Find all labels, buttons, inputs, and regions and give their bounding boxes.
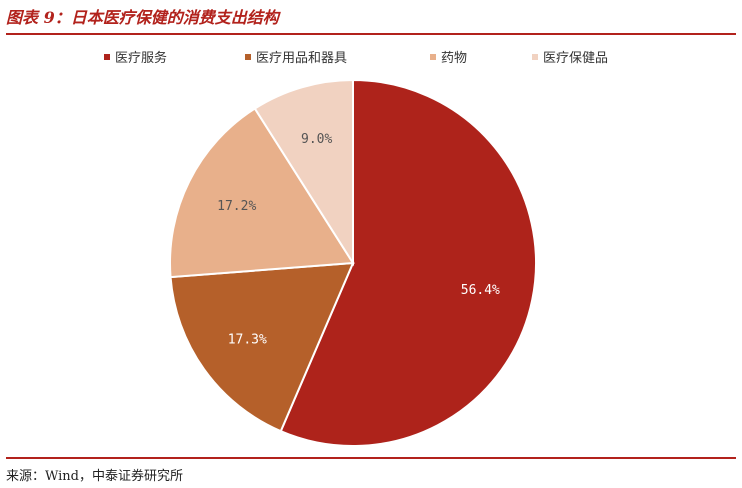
chart-title: 图表 9：日本医疗保健的消费支出结构	[6, 8, 279, 27]
legend-swatch	[532, 54, 538, 60]
legend-item-health-products: 医疗保健品	[532, 51, 608, 66]
data-label-medicines: 17.2%	[217, 199, 256, 214]
pie-slice-health-products	[253, 78, 354, 267]
legend-item-medical-supplies: 医疗用品和器具	[245, 51, 347, 66]
legend-label: 药物	[441, 51, 467, 66]
source-note: 来源：Wind，中泰证券研究所	[6, 469, 183, 484]
legend-label: 医疗用品和器具	[256, 51, 347, 66]
legend-item-medical-services: 医疗服务	[104, 50, 167, 66]
title-rule	[6, 33, 736, 35]
pie-slices	[169, 78, 537, 447]
legend-label: 医疗服务	[115, 50, 167, 66]
pie-slice-medicines	[169, 107, 355, 279]
legend: 医疗服务 医疗用品和器具 药物 医疗保健品	[104, 50, 608, 66]
source-rule	[6, 457, 736, 459]
data-label-medical-services: 56.4%	[461, 283, 500, 298]
legend-swatch	[430, 54, 436, 60]
legend-item-medicines: 药物	[430, 51, 467, 66]
data-label-health-products: 9.0%	[301, 132, 332, 147]
legend-swatch	[245, 54, 251, 60]
data-label-medical-supplies: 17.3%	[228, 333, 267, 348]
pie-slice-medical-services	[279, 78, 537, 447]
pie-slice-medical-supplies	[169, 261, 355, 433]
pie-labels: 56.4% 17.3% 17.2% 9.0%	[217, 132, 500, 347]
legend-swatch	[104, 54, 110, 60]
legend-label: 医疗保健品	[543, 51, 608, 66]
